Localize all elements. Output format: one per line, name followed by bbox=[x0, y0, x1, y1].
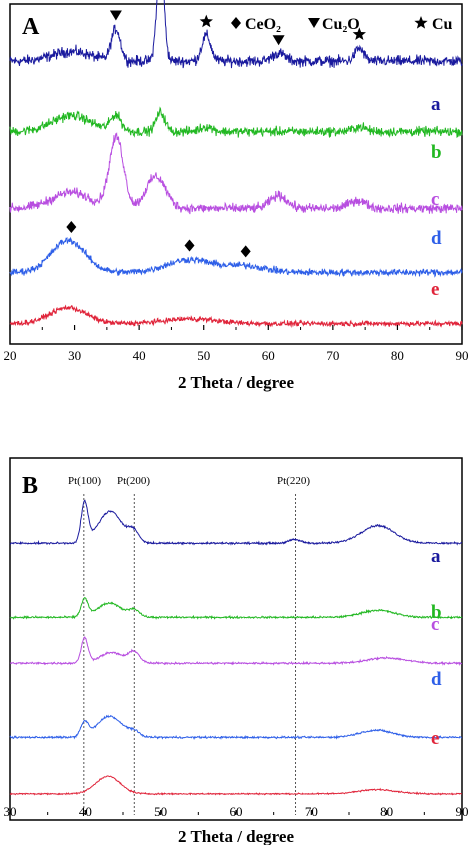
legend-ceo2-text: CeO₂ bbox=[245, 16, 281, 33]
panel-a-letter: A bbox=[22, 14, 40, 40]
panel-a-markers bbox=[66, 10, 366, 258]
trace-e bbox=[9, 304, 463, 329]
panel-a-label-e: e bbox=[431, 279, 439, 300]
panel-a-label-c: c bbox=[431, 189, 439, 210]
panel-b-label-d: d bbox=[431, 669, 442, 690]
x-tick-label: 20 bbox=[4, 348, 17, 363]
trace-b bbox=[9, 596, 463, 620]
trace-b bbox=[9, 106, 463, 139]
ref-label-pt200: Pt(200) bbox=[117, 475, 150, 487]
legend-star-icon bbox=[414, 16, 428, 29]
trace-c bbox=[9, 636, 463, 667]
x-tick-label: 80 bbox=[391, 348, 404, 363]
panel-b-frame bbox=[9, 457, 463, 821]
panel-a-x-ticks: 20 30 40 50 60 70 80 90 bbox=[4, 325, 469, 363]
panel-a-label-b: b bbox=[431, 142, 442, 163]
peak-marker-diamond-7 bbox=[240, 245, 251, 258]
x-tick-label: 60 bbox=[262, 348, 275, 363]
peak-marker-diamond-5 bbox=[66, 220, 77, 233]
x-tick-label: 70 bbox=[305, 804, 318, 819]
trace-a bbox=[9, 499, 463, 546]
legend-cu2o-text: Cu₂O bbox=[322, 16, 360, 33]
panel-a-label-d: d bbox=[431, 228, 442, 249]
panel-a-x-axis-title: 2 Theta / degree bbox=[178, 373, 294, 392]
panel-a-traces bbox=[9, 0, 463, 329]
ref-label-pt100: Pt(100) bbox=[68, 475, 101, 487]
panel-b-reference-lines bbox=[83, 494, 297, 815]
x-tick-label: 70 bbox=[326, 348, 339, 363]
panel-b-traces bbox=[9, 499, 463, 796]
panel-b-label-c: c bbox=[431, 614, 439, 635]
legend-cu-text: Cu bbox=[432, 16, 453, 33]
x-tick-label: 30 bbox=[4, 804, 17, 819]
peak-marker-diamond-6 bbox=[184, 239, 195, 252]
trace-e bbox=[9, 775, 462, 796]
x-tick-label: 50 bbox=[154, 804, 167, 819]
x-tick-label: 50 bbox=[197, 348, 210, 363]
peak-marker-triangle-down-0 bbox=[109, 10, 122, 21]
peak-marker-star-2 bbox=[199, 14, 213, 28]
panel-a-frame bbox=[9, 3, 463, 345]
x-tick-label: 60 bbox=[230, 804, 243, 819]
x-tick-label: 90 bbox=[456, 348, 469, 363]
panel-b-x-axis-title: 2 Theta / degree bbox=[178, 827, 294, 845]
x-tick-label: 80 bbox=[380, 804, 393, 819]
panel-a: 20 30 40 50 60 70 80 90 A CeO₂ Cu₂O Cu a b c d … bbox=[4, 0, 469, 392]
panel-b-x-ticks: 30 40 50 60 70 80 90 bbox=[4, 804, 469, 819]
trace-d bbox=[9, 236, 463, 278]
trace-d bbox=[9, 714, 463, 740]
panel-b-label-b: b bbox=[431, 602, 442, 623]
panel-a-label-a: a bbox=[431, 94, 441, 115]
legend-diamond-icon bbox=[231, 17, 241, 29]
panel-b-letter: B bbox=[22, 473, 38, 499]
x-tick-label: 40 bbox=[133, 348, 146, 363]
peak-marker-triangle-down-3 bbox=[272, 35, 285, 46]
trace-a bbox=[9, 0, 463, 69]
panel-a-legend: CeO₂ Cu₂O Cu bbox=[231, 16, 453, 33]
panel-b-label-a: a bbox=[431, 546, 441, 567]
peak-marker-star-4 bbox=[352, 27, 366, 41]
legend-triangle-icon bbox=[308, 18, 320, 28]
trace-c bbox=[9, 131, 463, 215]
ref-label-pt220: Pt(220) bbox=[277, 475, 310, 487]
x-tick-label: 40 bbox=[79, 804, 92, 819]
panel-b: 30 40 50 60 70 80 90 B Pt(100) Pt(200) Pt(220)… bbox=[4, 457, 469, 845]
x-tick-label: 90 bbox=[456, 804, 469, 819]
x-tick-label: 30 bbox=[68, 348, 81, 363]
panel-b-label-e: e bbox=[431, 728, 439, 749]
